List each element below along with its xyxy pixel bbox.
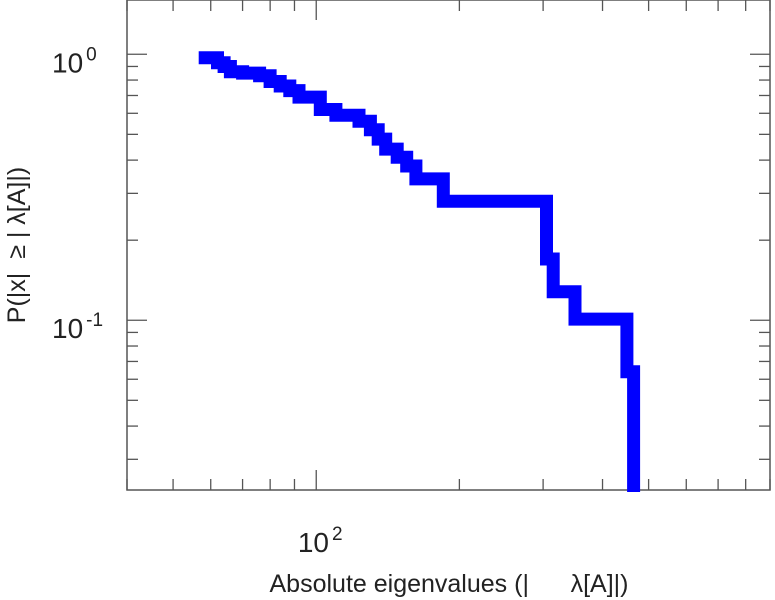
y-tick-label: 10 0 bbox=[52, 44, 97, 78]
y-axis-title: P(|x| ≥ | λ[A]|) bbox=[3, 167, 31, 323]
tick-labels: 10 2 10 0 10 -1 bbox=[52, 44, 343, 558]
x-axis-title: Absolute eigenvalues (| λ[A]|) bbox=[270, 570, 629, 598]
minor-ticks bbox=[126, 0, 771, 490]
y-tick-label: 10 -1 bbox=[52, 310, 103, 344]
plot-frame bbox=[126, 0, 771, 491]
series-step-line bbox=[198, 51, 641, 492]
x-tick-label: 10 2 bbox=[298, 524, 343, 558]
major-ticks bbox=[127, 0, 770, 490]
